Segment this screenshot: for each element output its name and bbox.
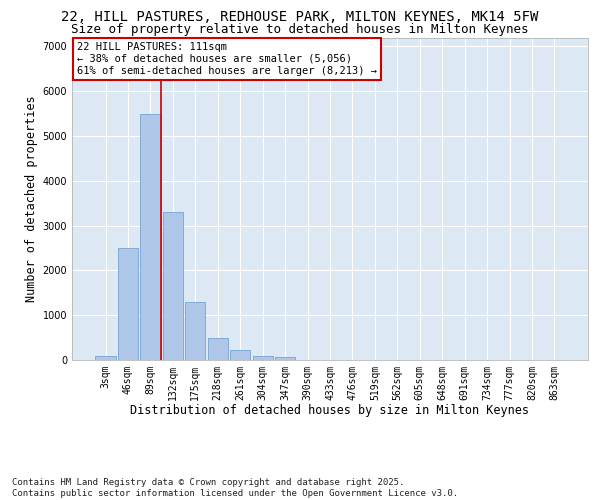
Bar (230, 350, 250, 360)
Text: 22, HILL PASTURES, REDHOUSE PARK, MILTON KEYNES, MK14 5FW: 22, HILL PASTURES, REDHOUSE PARK, MILTON… (61, 10, 539, 24)
Text: Size of property relative to detached houses in Milton Keynes: Size of property relative to detached ho… (71, 22, 529, 36)
Bar (118, 248, 138, 360)
X-axis label: Distribution of detached houses by size in Milton Keynes: Distribution of detached houses by size … (131, 404, 530, 417)
Text: 22 HILL PASTURES: 111sqm
← 38% of detached houses are smaller (5,056)
61% of sem: 22 HILL PASTURES: 111sqm ← 38% of detach… (77, 42, 377, 76)
Bar (275, 358, 295, 360)
Bar (163, 212, 183, 360)
Bar (140, 114, 161, 360)
Bar (253, 356, 273, 360)
Text: Contains HM Land Registry data © Crown copyright and database right 2025.
Contai: Contains HM Land Registry data © Crown c… (12, 478, 458, 498)
Y-axis label: Number of detached properties: Number of detached properties (25, 96, 38, 302)
Bar (185, 302, 205, 360)
Bar (95, 356, 116, 360)
Bar (208, 338, 228, 360)
